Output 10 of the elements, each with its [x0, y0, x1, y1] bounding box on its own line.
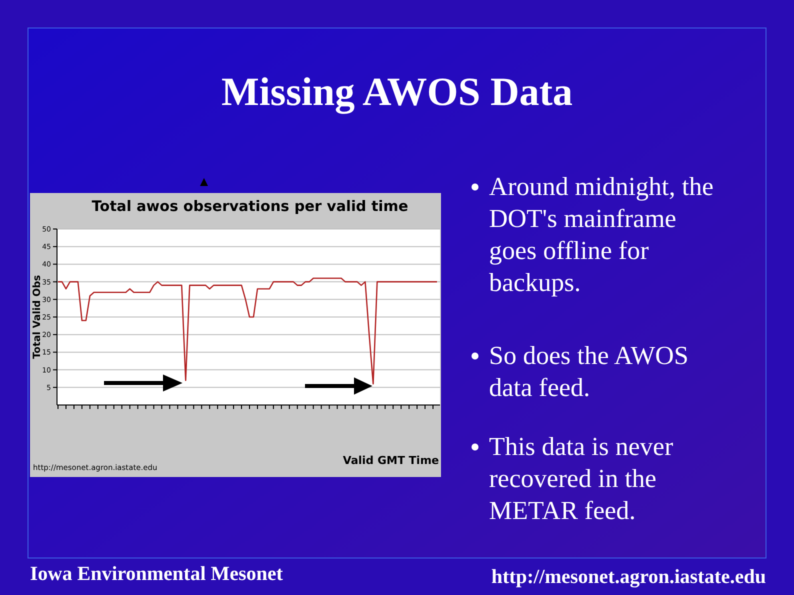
chart-subtitle: Total awos observations per valid time [92, 199, 408, 215]
text: http://mesonet.agron.iastate.edu [491, 566, 766, 588]
y-axis-title: Total Valid Obs [32, 275, 43, 359]
text: So does the AWOS data feed. [489, 341, 688, 402]
line-series [57, 278, 438, 385]
chart-title: Missing AWOS Data [221, 69, 573, 114]
text: Around midnight, the DOT's mainframe goes offline for backups. [489, 172, 714, 297]
text: Iowa Environmental Mesonet [30, 563, 284, 585]
x-axis-title: Valid GMT Time [342, 454, 439, 467]
text: This data is never recovered in the METAR feed. [489, 432, 674, 525]
